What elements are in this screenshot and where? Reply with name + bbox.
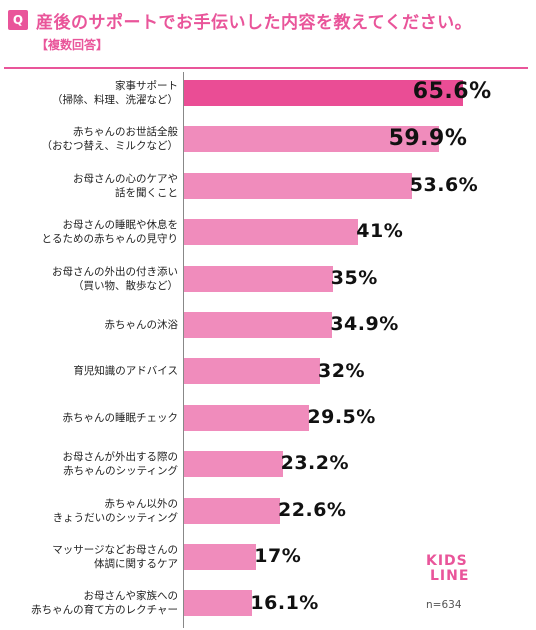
category-label: 赤ちゃんの沐浴: [2, 318, 179, 332]
value-label: 22.6%: [278, 498, 347, 521]
bar: [184, 497, 281, 524]
logo-line-1: KIDS: [426, 553, 468, 569]
question-header: Q 産後のサポートでお手伝いした内容を教えてください。 【複数回答】: [6, 6, 530, 58]
value-label: 35%: [330, 266, 378, 289]
category-label: お母さんの心のケアや 話を聞くこと: [2, 172, 178, 200]
category-label-line: （買い物、散歩など）: [73, 279, 178, 292]
category-label-line: きょうだいのシッティング: [52, 511, 178, 524]
category-label: 赤ちゃん以外の きょうだいのシッティング: [2, 497, 178, 525]
category-label: 赤ちゃんの睡眠チェック: [2, 411, 179, 425]
bar: [184, 172, 412, 199]
category-label-line: お母さんの外出の付き添い: [52, 265, 178, 278]
value-label: 23.2%: [280, 452, 350, 475]
bar: [184, 404, 310, 431]
value-label: 34.9%: [330, 313, 399, 336]
category-label-line: （おむつ替え、ミルクなど）: [41, 140, 179, 153]
category-label-line: とるための赤ちゃんの見守り: [41, 233, 179, 246]
header-divider: [4, 67, 528, 69]
category-label-line: （掃除、料理、洗濯など）: [52, 94, 178, 106]
value-label: 41%: [356, 220, 404, 243]
kidsline-logo: KIDS LINE: [412, 552, 472, 588]
category-label: お母さんが外出する際の 赤ちゃんのシッティング: [2, 450, 179, 478]
category-label-line: お母さんや家族への: [83, 590, 179, 603]
category-label-line: 赤ちゃんのシッティング: [63, 465, 178, 478]
bar: [184, 312, 333, 338]
question-badge: Q: [8, 10, 28, 30]
bar: [184, 126, 439, 153]
value-label: 59.9%: [388, 125, 468, 151]
bar: [184, 358, 320, 385]
bar: [184, 544, 257, 570]
category-label: お母さんの外出の付き添い （買い物、散歩など）: [2, 265, 178, 293]
category-label-line: お母さんの睡眠や休息を: [62, 219, 179, 232]
category-label-line: お母さんが外出する際の: [62, 451, 179, 464]
category-label-line: 育児知識のアドバイス: [73, 365, 178, 378]
bar: [184, 451, 283, 478]
value-label: 16.1%: [250, 591, 319, 614]
category-label-line: 赤ちゃんの沐浴: [104, 319, 179, 331]
category-label-line: 赤ちゃん以外の: [104, 497, 179, 510]
bar: [184, 80, 463, 106]
category-label-line: 赤ちゃんのお世話全般: [73, 126, 178, 139]
category-label-line: 家事サポート: [115, 80, 178, 92]
sample-size-note: n=634: [426, 599, 462, 611]
value-label: 17%: [254, 545, 302, 568]
category-label-line: 赤ちゃんの育て方のレクチャー: [31, 604, 178, 617]
category-label-line: マッサージなどお母さんの: [52, 544, 178, 556]
question-title: 産後のサポートでお手伝いした内容を教えてください。: [36, 13, 473, 33]
category-label: 赤ちゃんのお世話全般 （おむつ替え、ミルクなど）: [2, 125, 179, 153]
category-label-line: お母さんの心のケアや: [73, 172, 178, 185]
category-label-line: 話を聞くこと: [115, 186, 178, 199]
category-label: お母さんの睡眠や休息を とるための赤ちゃんの見守り: [2, 218, 179, 246]
chart-axis-line: [183, 72, 184, 628]
value-label: 32%: [318, 359, 365, 382]
answer-type-label: 【複数回答】: [36, 38, 109, 52]
value-label: 65.6%: [412, 79, 492, 105]
category-label: お母さんや家族への 赤ちゃんの育て方のレクチャー: [2, 589, 178, 617]
category-label: 育児知識のアドバイス: [2, 364, 178, 378]
category-label-line: 体調に関するケア: [94, 558, 178, 570]
logo-line-2: LINE: [430, 568, 470, 584]
category-label: マッサージなどお母さんの体調に関するケア: [2, 543, 178, 571]
value-label: 53.6%: [409, 174, 479, 197]
value-label: 29.5%: [307, 406, 376, 429]
category-label-line: 赤ちゃんの睡眠チェック: [62, 411, 179, 424]
bar: [184, 590, 253, 617]
category-label: 家事サポート （掃除、料理、洗濯など）: [2, 79, 178, 107]
bar: [184, 219, 359, 246]
bar: [184, 265, 333, 292]
